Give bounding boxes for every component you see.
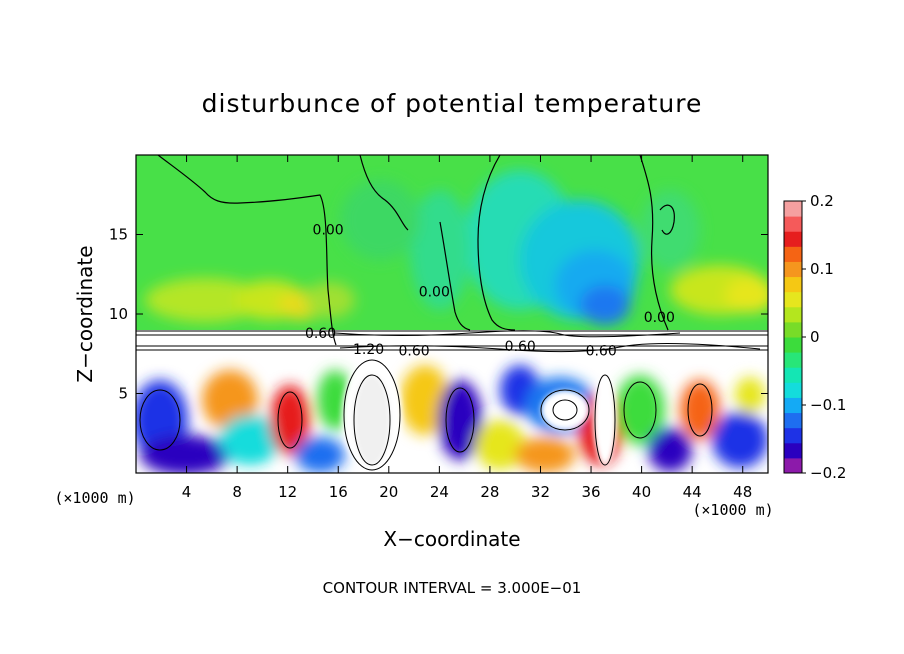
y-tick-label: 5 bbox=[118, 385, 128, 403]
x-tick-label: 32 bbox=[531, 483, 550, 501]
x-tick-label: 20 bbox=[379, 483, 398, 501]
x-tick-label: 8 bbox=[232, 483, 242, 501]
colorbar-swatch bbox=[784, 367, 802, 383]
colorbar-tick-label: 0.2 bbox=[810, 192, 834, 210]
x-axis-unit-right: (×1000 m) bbox=[692, 501, 773, 519]
lower-anomaly-field bbox=[136, 365, 768, 473]
upper-anomaly-field bbox=[145, 170, 768, 325]
contour-label: 0.00 bbox=[644, 310, 675, 326]
x-tick-label: 24 bbox=[430, 483, 449, 501]
colorbar-swatch bbox=[784, 337, 802, 353]
zero-contour-lines bbox=[157, 155, 675, 346]
x-tick-label: 36 bbox=[581, 483, 600, 501]
colorbar-swatch bbox=[784, 291, 802, 308]
contour-label: 1.20 bbox=[353, 342, 384, 358]
contour-label: 0.60 bbox=[398, 344, 429, 360]
x-tick-label: 40 bbox=[632, 483, 651, 501]
colorbar-swatch bbox=[784, 457, 802, 474]
colorbar-frame bbox=[783, 200, 803, 474]
contour-label: 0.00 bbox=[419, 285, 450, 301]
contour-label: 0.00 bbox=[313, 223, 344, 239]
x-axis-unit-left: (×1000 m) bbox=[54, 489, 135, 507]
colorbar-swatch bbox=[784, 276, 802, 293]
x-axis-ticks: 4 8 12 16 20 24 28 32 36 40 44 48 bbox=[182, 155, 752, 501]
heatmap-field bbox=[136, 155, 768, 473]
colorbar-swatch bbox=[784, 442, 802, 459]
colorbar-tick-label: −0.1 bbox=[810, 396, 846, 414]
colorbar-swatch bbox=[784, 321, 802, 338]
contour-label: 0.60 bbox=[505, 339, 536, 355]
contour-label: 0.60 bbox=[586, 344, 617, 360]
colorbar: 0.2 0.1 0 −0.1 −0.2 bbox=[784, 192, 846, 482]
colorbar-swatch bbox=[784, 246, 802, 262]
colorbar-swatch bbox=[784, 231, 802, 247]
mixed-layer-contours bbox=[139, 359, 713, 471]
y-axis-label: Z−coordinate bbox=[73, 245, 97, 382]
colorbar-swatch bbox=[784, 382, 802, 398]
colorbar-swatch bbox=[784, 397, 802, 414]
inversion-layer-contours bbox=[136, 330, 768, 353]
contour-labels: 0.00 0.00 0.00 0.60 1.20 0.60 0.60 0.60 bbox=[305, 223, 675, 360]
x-tick-label: 12 bbox=[278, 483, 297, 501]
chart-title: disturbunce of potential temperature bbox=[202, 89, 703, 118]
y-tick-label: 10 bbox=[109, 305, 128, 323]
x-tick-label: 28 bbox=[480, 483, 499, 501]
x-tick-label: 44 bbox=[683, 483, 702, 501]
colorbar-swatch bbox=[784, 201, 802, 217]
contour-label: 0.60 bbox=[305, 326, 336, 342]
colorbar-swatch bbox=[784, 306, 802, 323]
colorbar-swatch bbox=[784, 427, 802, 444]
colorbar-tick-label: −0.2 bbox=[810, 464, 846, 482]
colorbar-tick-label: 0.1 bbox=[810, 260, 834, 278]
colorbar-swatch bbox=[784, 261, 802, 278]
x-axis-label: X−coordinate bbox=[383, 527, 520, 551]
colorbar-swatch bbox=[784, 412, 802, 429]
colorbar-tick-label: 0 bbox=[810, 328, 820, 346]
colorbar-swatch bbox=[784, 216, 802, 232]
central-thermal-plume bbox=[342, 360, 617, 470]
y-axis-ticks: 5 10 15 bbox=[109, 226, 768, 403]
y-tick-label: 15 bbox=[109, 226, 128, 244]
x-tick-label: 16 bbox=[329, 483, 348, 501]
x-tick-label: 48 bbox=[733, 483, 752, 501]
x-tick-label: 4 bbox=[182, 483, 192, 501]
colorbar-swatch bbox=[784, 352, 802, 368]
contour-interval-note: CONTOUR INTERVAL = 3.000E−01 bbox=[323, 579, 582, 597]
